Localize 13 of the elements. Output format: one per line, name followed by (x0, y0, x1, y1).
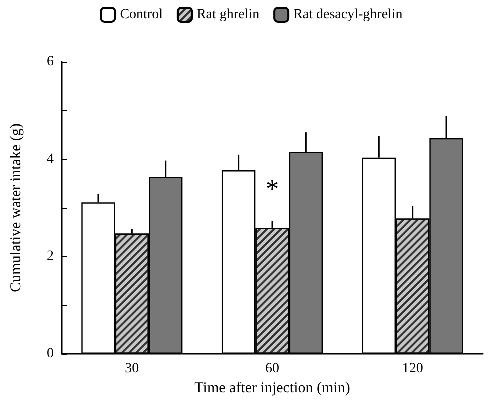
legend-label: Rat ghrelin (196, 8, 260, 22)
x-tick-label: 120 (402, 362, 424, 376)
annotation: * (266, 174, 279, 204)
y-tick-label: 2 (47, 249, 54, 264)
y-axis-title: Cumulative water intake (g) (8, 124, 24, 292)
y-tick-label: 0 (47, 346, 54, 362)
x-tick-label: 60 (266, 362, 280, 376)
y-tick-label: 4 (47, 152, 54, 167)
legend-label: Control (120, 8, 164, 22)
legend-label: Rat desacyl-ghrelin (294, 8, 403, 22)
x-tick-label: 30 (125, 362, 140, 376)
y-tick-label: 6 (47, 54, 54, 70)
x-axis-title: Time after injection (min) (194, 380, 350, 396)
